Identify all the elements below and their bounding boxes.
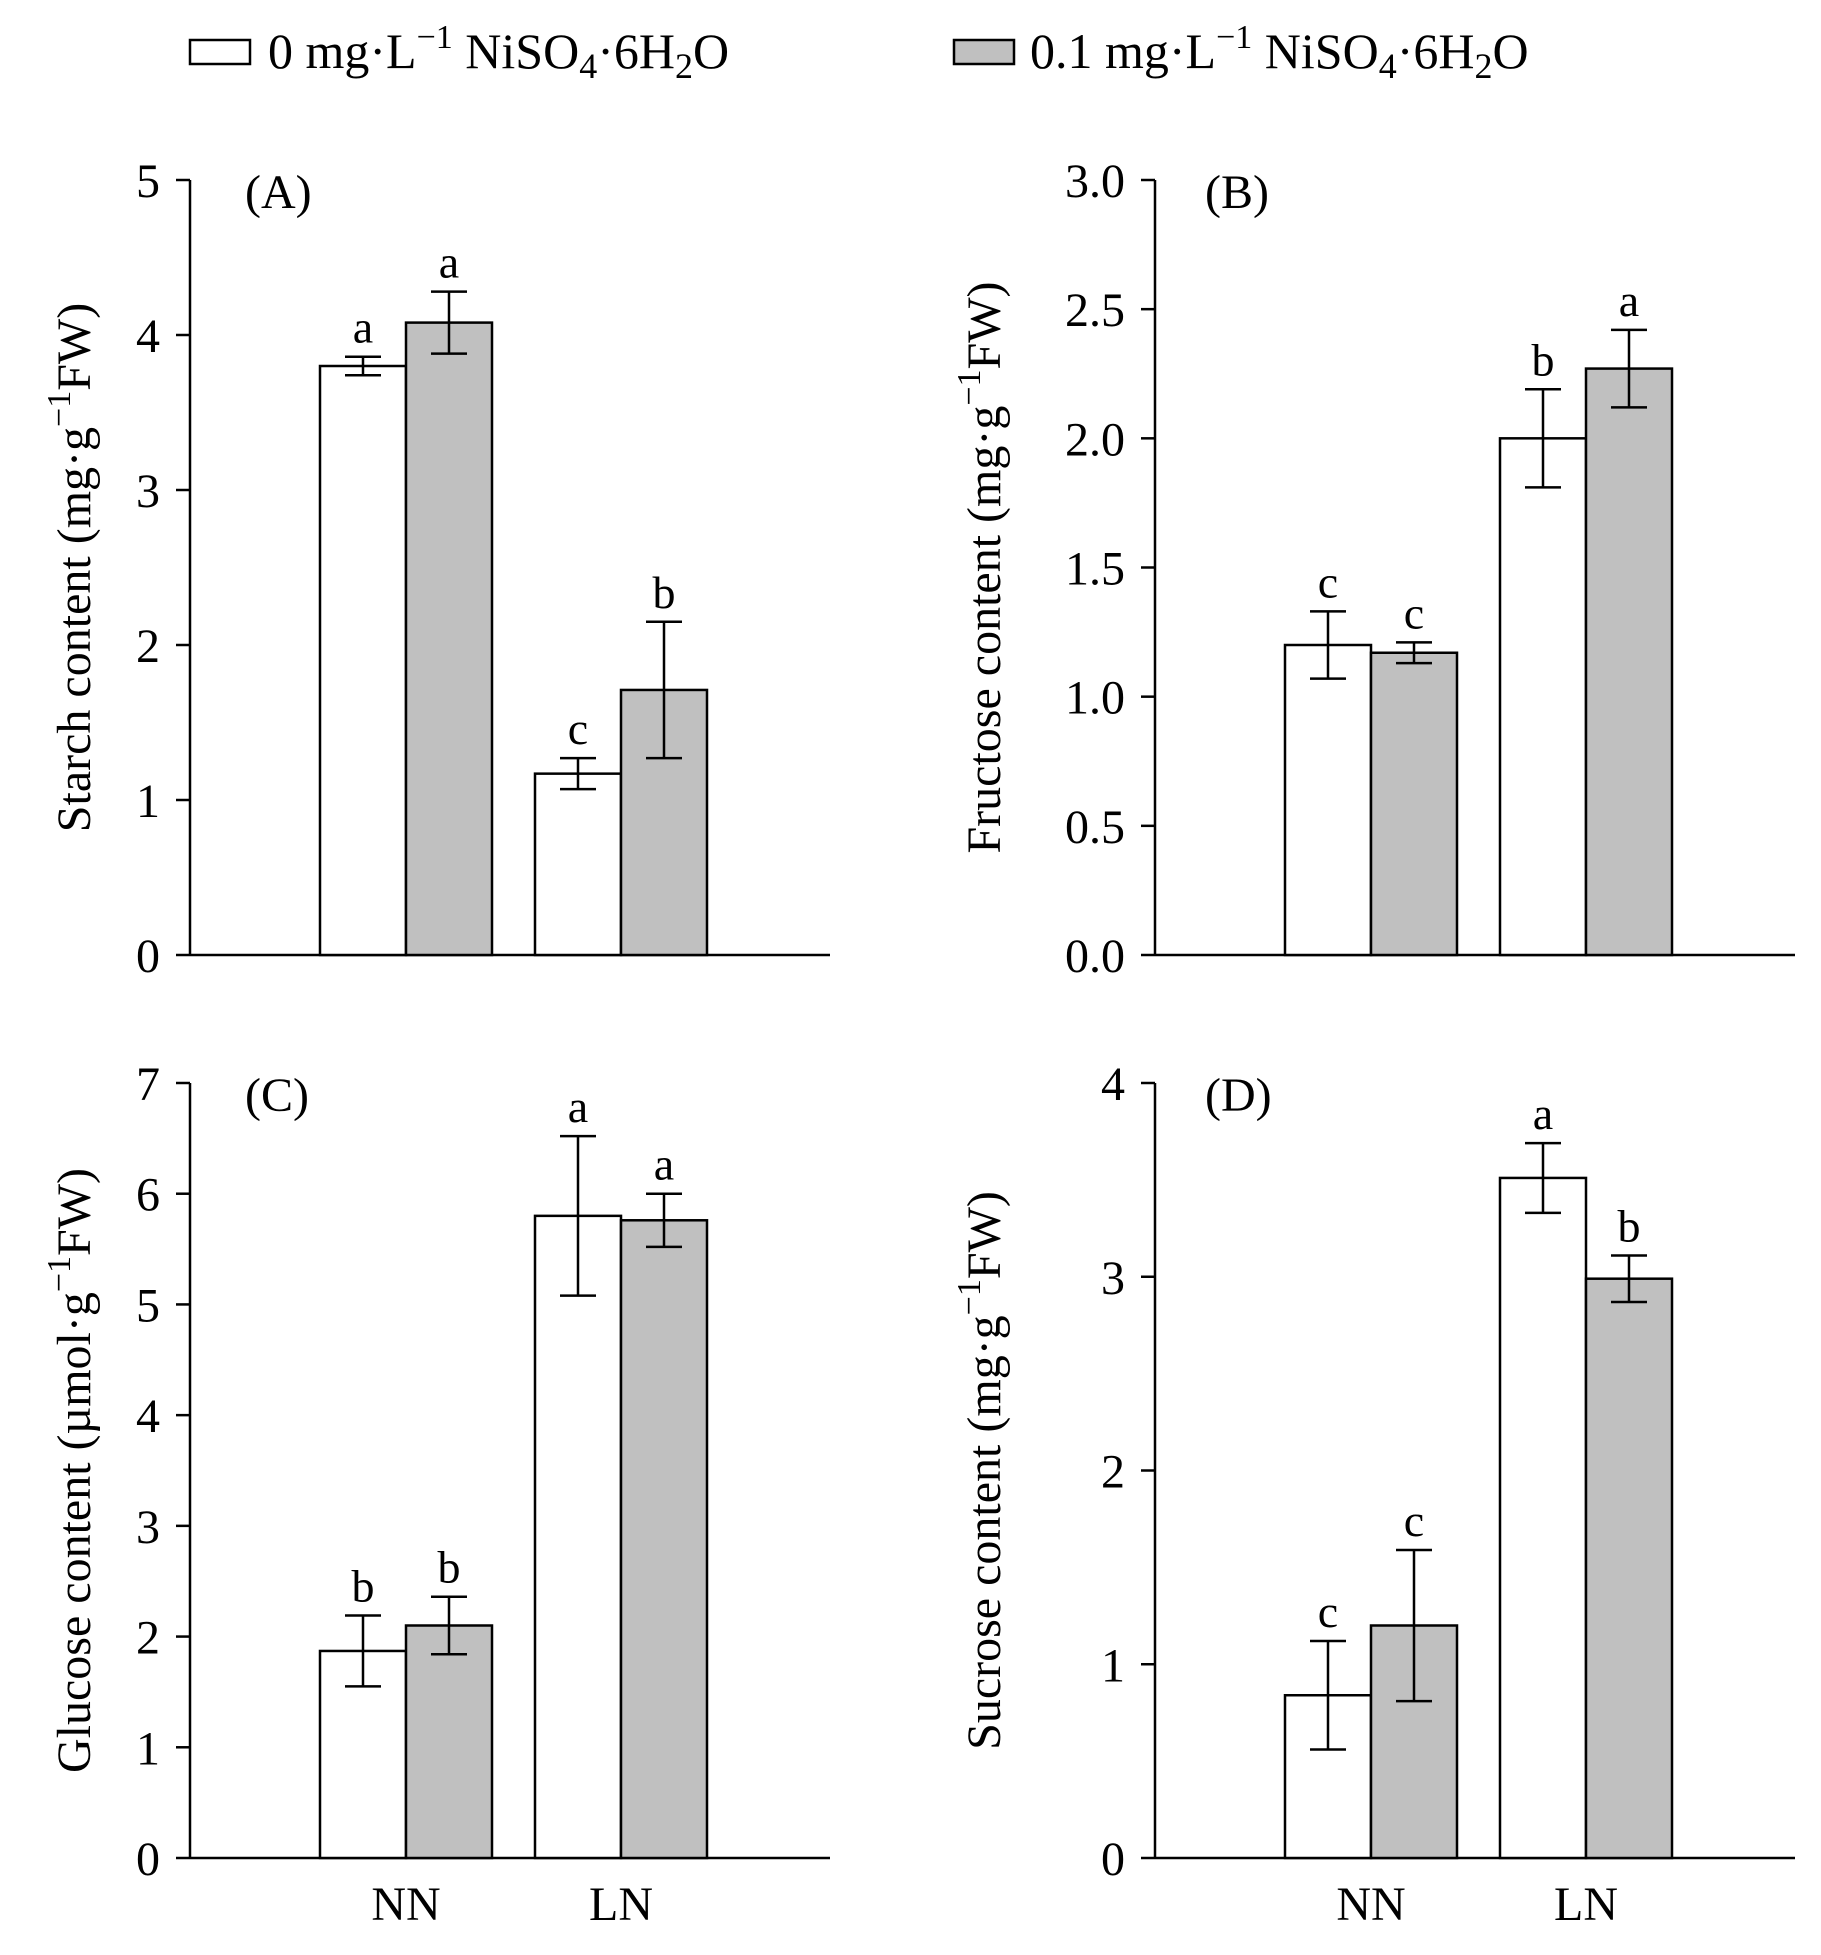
x-category-label: LN xyxy=(1554,1878,1618,1931)
significance-letter: b xyxy=(438,1542,461,1593)
y-axis-title: Fructose content (mg·g−1FW) xyxy=(951,281,1011,853)
significance-letter: a xyxy=(568,1081,588,1132)
y-tick-label: 2 xyxy=(1101,1446,1125,1499)
y-axis-title: Sucrose content (mg·g−1FW) xyxy=(951,1191,1011,1750)
legend-swatch-control xyxy=(188,38,252,66)
y-tick-label: 6 xyxy=(136,1169,160,1222)
panel-label: (D) xyxy=(1205,1069,1272,1122)
y-tick-label: 1.5 xyxy=(1065,543,1125,596)
legend-label-nickel: 0.1 mg·L−1 NiSO4·6H2O xyxy=(1030,19,1529,86)
legend-item-control: 0 mg·L−1 NiSO4·6H2O xyxy=(188,19,729,86)
significance-letter: b xyxy=(352,1561,375,1612)
significance-letter: b xyxy=(653,567,676,618)
y-tick-label: 5 xyxy=(136,155,160,208)
panel-d-sucrose: 0 1 2 3 4 (D) Sucrose content (mg·g−1FW) c a c b NN… xyxy=(951,1058,1795,1931)
bar xyxy=(533,1214,623,1860)
y-tick-label: 2.0 xyxy=(1065,413,1125,466)
significance-letter: b xyxy=(1618,1200,1641,1251)
y-tick-label: 1 xyxy=(136,775,160,828)
panel-label: (B) xyxy=(1205,166,1269,219)
significance-letter: c xyxy=(1404,1495,1424,1546)
y-tick-label: 0.0 xyxy=(1065,930,1125,983)
panel-label: (C) xyxy=(245,1069,309,1122)
y-tick-label: 1 xyxy=(136,1722,160,1775)
y-tick-label: 2.5 xyxy=(1065,284,1125,337)
y-tick-label: 1.0 xyxy=(1065,672,1125,725)
significance-letter: c xyxy=(1404,587,1424,638)
significance-letter: a xyxy=(439,237,459,288)
y-tick-label: 4 xyxy=(136,1390,160,1443)
bar xyxy=(404,321,494,957)
significance-letter: c xyxy=(1318,556,1338,607)
bar xyxy=(404,1624,494,1860)
y-tick-label: 2 xyxy=(136,620,160,673)
bar xyxy=(1584,367,1674,957)
bar xyxy=(533,772,623,957)
y-tick-label: 0 xyxy=(1101,1833,1125,1886)
significance-letter: c xyxy=(568,703,588,754)
legend-item-nickel: 0.1 mg·L−1 NiSO4·6H2O xyxy=(952,19,1529,86)
bar xyxy=(1498,1176,1588,1860)
y-tick-label: 7 xyxy=(136,1058,160,1111)
y-tick-label: 0 xyxy=(136,1833,160,1886)
y-tick-label: 1 xyxy=(1101,1639,1125,1692)
y-tick-label: 3 xyxy=(136,465,160,518)
significance-letter: a xyxy=(1619,275,1639,326)
y-tick-label: 0 xyxy=(136,930,160,983)
significance-letter: c xyxy=(1318,1586,1338,1637)
y-tick-label: 3 xyxy=(1101,1252,1125,1305)
bar xyxy=(1283,643,1373,957)
bar xyxy=(1369,651,1459,957)
legend: 0 mg·L−1 NiSO4·6H2O 0.1 mg·L−1 NiSO4·6H2… xyxy=(188,19,1529,86)
y-tick-label: 5 xyxy=(136,1279,160,1332)
y-tick-label: 4 xyxy=(1101,1058,1125,1111)
significance-letter: a xyxy=(654,1139,674,1190)
bar xyxy=(1498,437,1588,957)
legend-label-control: 0 mg·L−1 NiSO4·6H2O xyxy=(268,19,729,86)
y-tick-label: 3 xyxy=(136,1501,160,1554)
bar xyxy=(619,1219,709,1860)
x-category-label: LN xyxy=(589,1878,653,1931)
y-tick-label: 2 xyxy=(136,1612,160,1665)
panel-label: (A) xyxy=(245,166,312,219)
bar xyxy=(318,364,408,957)
y-axis-title: Starch content (mg·g−1FW) xyxy=(41,303,101,832)
y-tick-label: 4 xyxy=(136,310,160,363)
significance-letter: b xyxy=(1532,334,1555,385)
significance-letter: a xyxy=(353,302,373,353)
x-category-label: NN xyxy=(371,1878,440,1931)
panel-c-glucose: 0 1 2 3 4 5 6 7 (C) Glucose content (µmol·g−1FW) b… xyxy=(41,1058,830,1931)
y-tick-label: 3.0 xyxy=(1065,155,1125,208)
x-category-label: NN xyxy=(1336,1878,1405,1931)
y-tick-label: 0.5 xyxy=(1065,801,1125,854)
legend-swatch-nickel xyxy=(952,38,1016,66)
panel-b-fructose: 0.0 0.5 1.0 1.5 2.0 2.5 3.0 (B) Fructose content… xyxy=(951,155,1795,983)
significance-letter: a xyxy=(1533,1088,1553,1139)
panel-a-starch: 0 1 2 3 4 5 (A) Starch content (mg·g−1FW) a c a b xyxy=(41,155,830,983)
bar xyxy=(1584,1277,1674,1860)
y-axis-title: Glucose content (µmol·g−1FW) xyxy=(41,1168,101,1773)
